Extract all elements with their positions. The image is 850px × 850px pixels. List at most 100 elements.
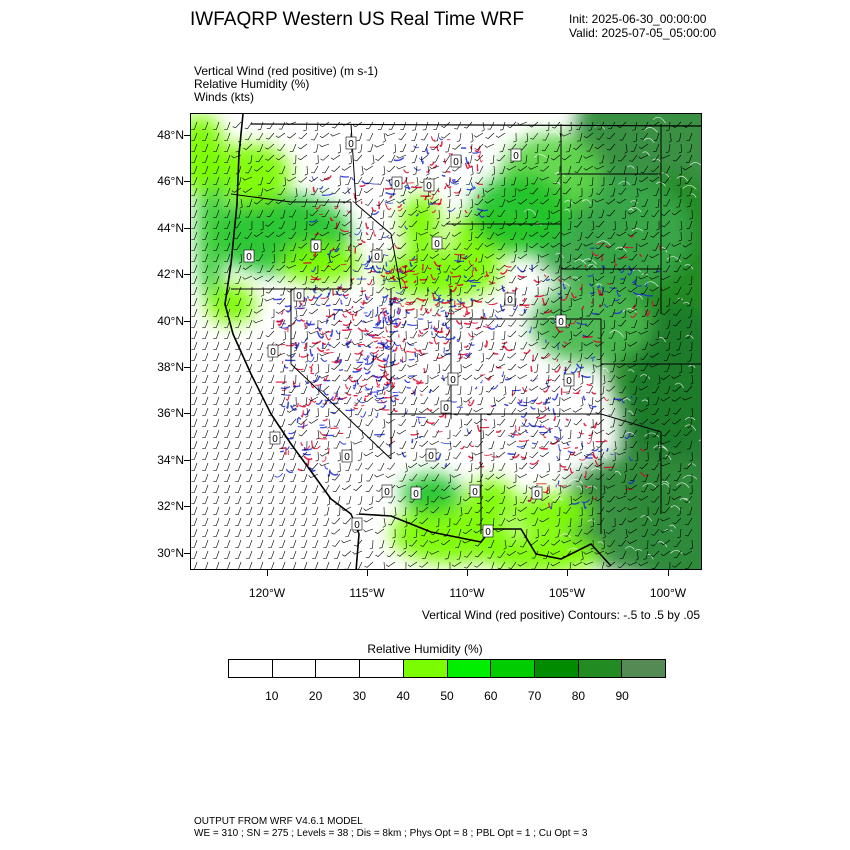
vertical-wind-stroke: [569, 467, 574, 474]
wind-barb: [486, 385, 495, 393]
wind-barb: [341, 308, 352, 313]
vertical-wind-stroke: [446, 138, 451, 141]
wind-barb: [513, 209, 517, 220]
wind-barb: [519, 319, 528, 327]
wind-barb: [213, 231, 220, 240]
vertical-wind-stroke: [429, 308, 432, 312]
wind-barb: [456, 495, 462, 505]
vertical-wind-stroke: [528, 326, 532, 334]
vertical-wind-stroke: [428, 321, 433, 324]
wind-barb: [410, 330, 418, 339]
vertical-wind-stroke: [420, 393, 423, 396]
vertical-wind-stroke: [412, 272, 420, 275]
wind-barb: [662, 242, 671, 250]
wind-barb: [535, 154, 539, 165]
wind-barb: [370, 352, 374, 363]
wind-barb: [462, 363, 473, 369]
wind-barb: [503, 385, 507, 396]
wind-barb: [431, 330, 440, 339]
vertical-wind-stroke: [334, 247, 340, 253]
wind-barb: [689, 209, 693, 220]
wind-barb: [279, 462, 286, 471]
wind-barb: [333, 418, 341, 427]
wind-barb: [224, 187, 231, 196]
vertical-wind-stroke: [363, 354, 369, 360]
wind-barb: [437, 264, 441, 275]
vertical-wind-stroke: [547, 406, 551, 412]
wind-barb: [672, 517, 682, 525]
wind-barb: [495, 473, 506, 479]
vertical-wind-stroke: [443, 347, 445, 354]
vertical-wind-stroke: [517, 274, 525, 278]
labelbar-box: [622, 660, 666, 677]
wind-barb: [418, 352, 429, 357]
wind-barb: [202, 341, 209, 350]
wind-barb: [465, 341, 473, 350]
vertical-wind-stroke: [280, 386, 291, 390]
wind-barb: [657, 451, 661, 462]
vertical-wind-stroke: [325, 304, 331, 307]
wind-barb: [463, 418, 473, 426]
wind-barb: [348, 154, 352, 165]
vertical-wind-stroke: [471, 270, 474, 278]
wind-barb: [275, 154, 286, 161]
vertical-wind-stroke: [476, 182, 484, 186]
wind-barb: [507, 121, 517, 129]
wind-barb: [627, 561, 638, 566]
vertical-wind-stroke: [468, 320, 479, 324]
vertical-wind-stroke: [582, 395, 586, 401]
vertical-wind-stroke: [364, 327, 370, 333]
wind-barb: [355, 352, 363, 361]
wind-barb: [400, 121, 407, 130]
wind-barb: [497, 209, 506, 217]
wind-barb: [577, 231, 583, 241]
wind-barb: [464, 550, 473, 558]
wind-barb: [665, 319, 671, 329]
wind-barb: [608, 462, 616, 471]
wind-barb: [687, 418, 693, 428]
wind-barb: [601, 561, 605, 569]
vertical-wind-stroke: [339, 441, 347, 445]
wind-barbs: [191, 121, 694, 569]
wind-barb: [652, 143, 660, 152]
wind-barb: [352, 341, 363, 346]
wind-barb: [520, 418, 528, 427]
wind-barb: [224, 330, 231, 339]
wind-barb: [685, 286, 693, 295]
wind-barb: [281, 385, 286, 396]
wind-barb: [683, 264, 693, 271]
wind-barb: [631, 176, 638, 186]
wind-barb: [588, 495, 594, 505]
vertical-wind-stroke: [583, 422, 587, 427]
wind-barb: [517, 187, 528, 192]
wind-barb: [511, 528, 517, 538]
wind-barb: [459, 418, 463, 429]
wind-barb: [354, 176, 363, 185]
wind-barb: [686, 440, 693, 450]
wind-barb: [396, 484, 407, 489]
wind-barb: [213, 176, 220, 185]
vertical-wind-stroke: [364, 386, 370, 390]
wind-barb: [213, 121, 220, 130]
wind-barb: [421, 473, 429, 482]
wind-barb: [365, 418, 374, 426]
wind-barb: [382, 418, 386, 429]
wind-barb: [320, 385, 330, 392]
labelbar-box: [578, 660, 623, 677]
contour-label-box: [563, 373, 575, 387]
wind-barb: [355, 462, 363, 471]
vertical-wind-stroke: [640, 471, 649, 477]
wind-barb: [248, 220, 253, 231]
wind-barb: [561, 407, 572, 412]
wind-barb: [430, 385, 440, 392]
wind-barb: [576, 429, 583, 439]
vertical-wind-stroke: [563, 468, 568, 471]
labelbar-tick: 70: [527, 689, 542, 703]
wind-barb: [616, 363, 627, 369]
vertical-wind-stroke: [490, 384, 499, 390]
wind-barb: [213, 374, 220, 383]
wind-barb: [573, 220, 583, 228]
wind-barb: [257, 363, 264, 372]
wind-barb: [191, 352, 198, 361]
wind-barb: [466, 319, 473, 328]
